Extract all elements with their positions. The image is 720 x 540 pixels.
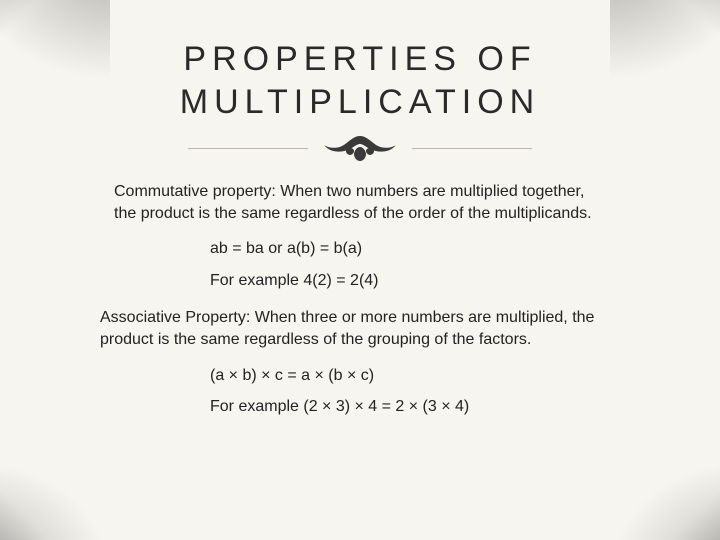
slide-title: PROPERTIES OF MULTIPLICATION (90, 38, 630, 123)
title-line-2: MULTIPLICATION (180, 83, 540, 121)
commutative-text: Commutative property: When two numbers a… (114, 181, 606, 224)
slide-content: PROPERTIES OF MULTIPLICATION Commutative… (0, 0, 720, 540)
title-ornament (90, 133, 630, 163)
associative-eq-2: For example (2 × 3) × 4 = 2 × (3 × 4) (210, 396, 630, 418)
title-line-1: PROPERTIES OF (183, 40, 536, 78)
ornament-line-left (188, 148, 308, 149)
ornament-line-right (412, 148, 532, 149)
associative-text: Associative Property: When three or more… (100, 307, 620, 350)
commutative-eq-1: ab = ba or a(b) = b(a) (210, 238, 630, 260)
flourish-icon (318, 133, 402, 163)
commutative-eq-2: For example 4(2) = 2(4) (210, 270, 630, 292)
associative-eq-1: (a × b) × c = a × (b × c) (210, 365, 630, 387)
slide-body: Commutative property: When two numbers a… (90, 181, 630, 418)
